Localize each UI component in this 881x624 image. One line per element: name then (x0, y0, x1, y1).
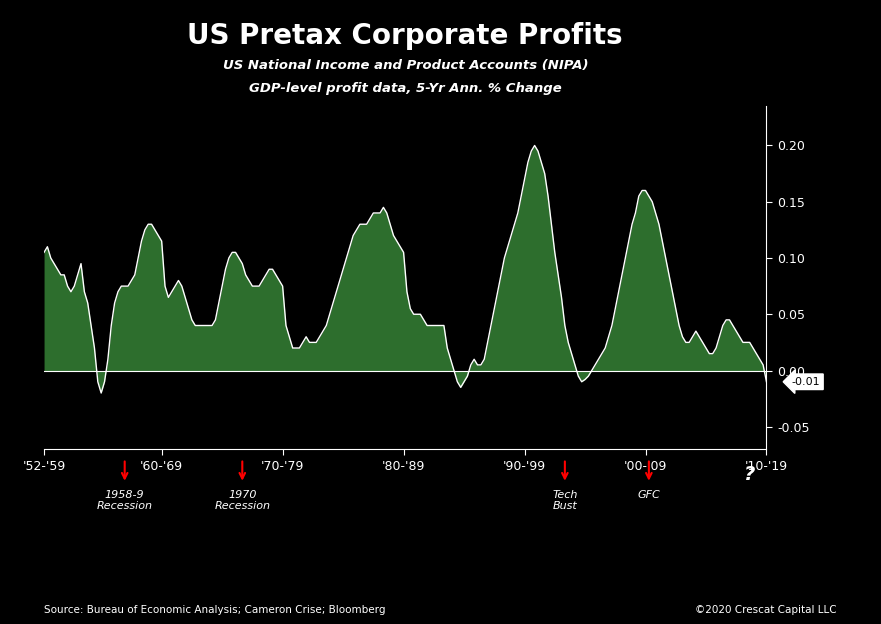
Text: GDP-level profit data, 5-Yr Ann. % Change: GDP-level profit data, 5-Yr Ann. % Chang… (249, 82, 561, 95)
Text: -0.01: -0.01 (792, 377, 820, 387)
Text: 1958-9
Recession: 1958-9 Recession (97, 490, 152, 512)
Text: US National Income and Product Accounts (NIPA): US National Income and Product Accounts … (223, 59, 588, 72)
Text: Source: Bureau of Economic Analysis; Cameron Crise; Bloomberg: Source: Bureau of Economic Analysis; Cam… (44, 605, 386, 615)
Text: 1970
Recession: 1970 Recession (214, 490, 270, 512)
Text: ©2020 Crescat Capital LLC: ©2020 Crescat Capital LLC (695, 605, 837, 615)
Text: US Pretax Corporate Profits: US Pretax Corporate Profits (188, 22, 623, 50)
Text: Tech
Bust: Tech Bust (552, 490, 578, 512)
Text: ?: ? (744, 465, 755, 484)
Text: GFC: GFC (638, 490, 660, 500)
